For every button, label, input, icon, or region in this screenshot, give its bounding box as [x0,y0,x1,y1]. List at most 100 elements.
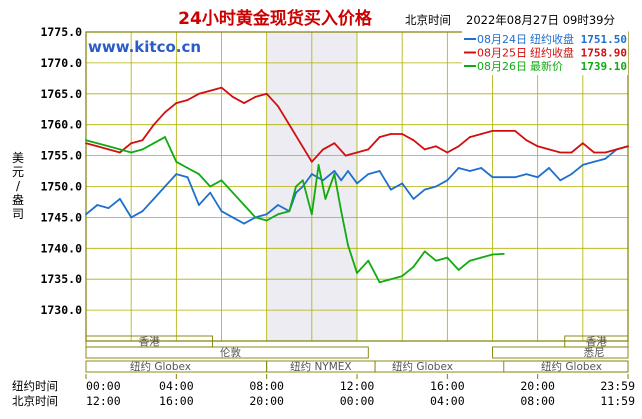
market-globex-late-label: 纽约 Globex [392,360,453,373]
series-1-point-28 [401,133,404,135]
time-axis-rows: 纽约时间 00:00 04:00 08:00 12:00 16:00 20:00 23:59 北… [12,374,635,408]
series-1-point-38 [514,129,516,132]
time-row-0-tick-1: 04:00 [159,379,194,393]
chart-grid [85,31,629,341]
series-0-point-34 [446,179,449,182]
series-2-point-36 [457,269,460,271]
series-1-point-20 [310,160,313,163]
y-tick-1765: 1765.0 [40,87,82,101]
market-globex-early: 纽约 Globex [85,360,268,373]
series-1-point-15 [254,95,257,98]
time-row-1-tick-0: 12:00 [86,394,121,408]
series-2-point-35 [446,256,449,259]
series-2-point-19 [295,185,297,188]
time-row-1-tick-2: 20:00 [249,394,284,408]
series-1-point-23 [344,154,347,157]
series-2-point-6 [152,142,155,145]
market-hongkong-label: 香港 [139,336,160,348]
time-row-0-tick-0: 00:00 [86,379,121,393]
market-sydney: 悉尼 [492,346,629,359]
series-1-point-7 [164,111,166,114]
series-1-point-25 [367,148,370,151]
time-row-0-tick-5: 20:00 [520,379,555,393]
time-row-0-tick-2: 08:00 [249,379,284,393]
series-0-point-45 [570,173,573,176]
series-1-point-22 [333,142,336,145]
series-0-point-31 [412,197,415,200]
series-2-point-38 [480,256,483,259]
series-1-point-2 [107,148,110,151]
y-tick-1730: 1730.0 [40,303,82,317]
series-1-point-13 [231,95,234,98]
series-1-point-37 [502,129,505,132]
series-0-point-11 [209,191,212,194]
legend-date-2: 08月26日 [477,60,527,73]
series-0-point-32 [423,188,426,191]
series-2-point-4 [130,151,133,154]
series-0-point-21 [310,173,313,176]
series-2-point-16 [265,219,268,222]
series-2-point-33 [423,250,426,253]
series-2-point-28 [367,259,370,262]
series-0-point-37 [480,167,483,169]
series-1-point-18 [288,123,291,126]
series-2-point-31 [401,275,404,278]
legend: 08月24日 纽约收盘 1751.50 08月25日 纽约收盘 1758.90 08月26日… [462,31,628,75]
legend-value-0: 1751.50 [581,33,627,46]
series-2-point-27 [356,272,358,274]
series-0-point-20 [301,185,304,188]
series-1-point-42 [559,151,562,154]
time-row-1-tick-3: 00:00 [340,394,375,408]
market-london-box [85,346,369,359]
series-1-point-6 [152,123,155,126]
market-london-label: 伦敦 [220,346,241,359]
series-0-point-33 [435,185,437,188]
series-0-point-23 [333,170,336,172]
series-1-point-24 [356,151,358,154]
series-lines [85,86,629,284]
series-2-point-1 [96,142,99,145]
y-tick-1740: 1740.0 [40,241,82,255]
legend-label-0: 纽约收盘 [530,32,574,46]
series-1-point-8 [175,102,178,104]
series-2-point-39 [491,253,494,256]
time-row-1-tick-4: 04:00 [430,394,465,408]
series-1-point-19 [299,142,302,145]
series-1-point-43 [570,151,573,154]
legend-bg [462,31,628,75]
series-2-point-3 [118,148,121,151]
series-0-point-6 [152,197,155,200]
series-2-point-24 [333,173,336,176]
series-2-point-32 [412,265,415,268]
series-2-point-20 [301,179,304,182]
series-2-point-34 [435,259,437,262]
series-1-point-12 [220,86,223,89]
series-2-point-8 [175,160,178,163]
series-2-point-15 [254,216,257,219]
legend-value-1: 1758.90 [581,47,627,60]
series-0-point-42 [536,176,539,179]
series-1-point-44 [581,142,584,145]
series-1-point-10 [198,92,200,95]
series-0-point-8 [175,173,178,176]
series-0-point-41 [525,173,528,176]
market-hongkong-next-label: 香港 [586,336,607,348]
y-tick-labels: 1730.0 1735.0 1740.0 1745.0 1750.0 1755.0 1760… [40,25,82,317]
series-1-point-16 [265,92,268,95]
series-2-point-23 [324,197,327,200]
y-tick-1760: 1760.0 [40,118,82,132]
series-1-point-29 [412,139,415,142]
series-2-point-11 [209,185,212,188]
y-tick-1745: 1745.0 [40,210,82,224]
y-tick-1750: 1750.0 [40,180,82,194]
series-0-point-12 [220,210,223,213]
series-2-point-2 [107,145,110,148]
time-row-0-tick-3: 12:00 [340,379,375,393]
series-0-point-17 [277,204,279,206]
series-0-point-9 [186,176,189,179]
series-0-point-44 [559,179,562,182]
series-1-point-32 [446,151,449,154]
series-1-point-14 [243,102,245,104]
series-2-point-30 [389,278,392,281]
